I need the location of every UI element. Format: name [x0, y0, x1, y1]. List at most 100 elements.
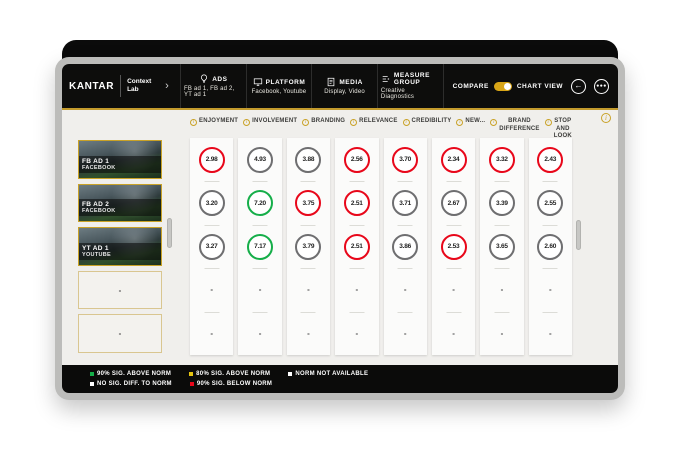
columns-scrollbar[interactable] [576, 220, 581, 250]
score-ring[interactable]: 2.51 [343, 233, 370, 260]
ad-thumbnail-yt-ad-1[interactable]: YT AD 1 YOUTUBE [78, 227, 162, 266]
empty-value: - [500, 285, 504, 295]
ad-name: FB AD 2 [82, 201, 110, 209]
score-ring[interactable]: 2.60 [537, 233, 564, 260]
metric-label: ENJOYMENT [199, 118, 239, 124]
score-ring[interactable]: 2.43 [537, 146, 564, 173]
score-ring[interactable]: 3.75 [295, 190, 322, 217]
legend-color-swatch [189, 382, 194, 386]
metric-header-relevance: i RELEVANCE [350, 118, 397, 141]
score-ring[interactable]: 3.65 [488, 233, 515, 260]
score-ring[interactable]: 7.20 [247, 190, 274, 217]
section-subtitle: Display, Video [324, 89, 365, 95]
ad-list-scrollbar[interactable] [167, 218, 172, 248]
score-ring[interactable]: 3.39 [488, 190, 515, 217]
info-icon[interactable]: i [402, 119, 410, 126]
score-ring[interactable]: 4.93 [247, 146, 274, 173]
app-window: KANTAR Context Lab › ADS FB ad 1, FB ad 2… [55, 57, 625, 400]
score-ring[interactable]: 3.32 [488, 146, 515, 173]
info-icon[interactable]: i [302, 119, 310, 126]
score-ring[interactable]: 3.70 [392, 146, 419, 173]
info-icon[interactable]: i [544, 119, 552, 126]
score-cell: 2.60 [529, 225, 572, 268]
legend-item: 90% SIG. ABOVE NORM [90, 371, 171, 377]
section-title: ADS [212, 75, 228, 83]
score-ring[interactable]: 3.27 [198, 233, 225, 260]
header-section-platform[interactable]: PLATFORM Facebook, Youtube [245, 64, 312, 108]
empty-cell: - [529, 312, 572, 355]
header-sections: ADS FB ad 1, FB ad 2, YT ad 1 PLATFORM Face… [180, 64, 443, 108]
info-icon[interactable]: i [601, 113, 611, 123]
score-ring[interactable]: 3.79 [295, 233, 322, 260]
info-icon[interactable]: i [456, 119, 464, 126]
score-ring[interactable]: 2.55 [537, 190, 564, 217]
more-options-button[interactable]: ●●● [594, 78, 609, 94]
empty-value: - [452, 285, 455, 295]
info-icon[interactable]: i [350, 119, 358, 126]
score-ring[interactable]: 3.71 [392, 190, 419, 217]
score-cell: 2.98 [190, 138, 233, 181]
chevron-right-icon[interactable]: › [165, 80, 169, 92]
empty-value: - [548, 328, 552, 338]
info-icon[interactable]: i [190, 119, 197, 126]
header-section-measure-group[interactable]: MEASURE GROUP Creative Diagnostics [376, 64, 443, 108]
ad-thumbnail-fb-ad-1[interactable]: FB AD 1 FACEBOOK [78, 140, 162, 179]
score-ring[interactable]: 2.56 [343, 146, 370, 173]
score-ring[interactable]: 2.67 [440, 190, 467, 217]
legend-bar: 90% SIG. ABOVE NORM 80% SIG. ABOVE NORM NO… [62, 365, 618, 393]
empty-cell: - [432, 312, 475, 355]
legend-color-swatch [189, 372, 194, 376]
empty-value: - [118, 285, 122, 295]
metric-label: RELEVANCE [359, 118, 398, 124]
metric-column-enjoyment: 2.98 3.20 3.27 - - [190, 138, 234, 355]
score-cell: 4.93 [238, 138, 281, 181]
ad-slot-empty[interactable]: - [78, 270, 162, 310]
metric-header-involvement: i INVOLVEMENT [243, 118, 297, 141]
metric-label: NEW... [465, 118, 486, 124]
ad-slot-empty[interactable]: - [78, 314, 162, 353]
empty-cell: - [335, 312, 378, 355]
empty-value: - [355, 328, 359, 338]
score-value: 2.60 [544, 243, 557, 251]
back-button[interactable]: ← [571, 78, 586, 94]
empty-cell: - [190, 312, 233, 355]
score-cell: 2.34 [432, 138, 475, 181]
info-icon[interactable]: i [243, 119, 251, 126]
info-icon[interactable]: i [490, 119, 498, 126]
header-right: COMPARE CHART VIEW ← ●●● [442, 64, 618, 108]
platform-icon [253, 77, 263, 87]
score-ring[interactable]: 2.53 [440, 233, 467, 260]
score-ring[interactable]: 3.20 [198, 190, 225, 217]
ad-name: YT AD 1 [82, 244, 109, 252]
empty-cell: - [432, 268, 475, 311]
metric-column-relevance: 2.56 2.51 2.51 - - [335, 138, 379, 355]
score-cell: 3.27 [190, 225, 233, 268]
score-value: 3.27 [205, 243, 218, 251]
score-value: 2.51 [350, 243, 363, 251]
compare-chartview-toggle[interactable] [493, 81, 512, 91]
header-section-media[interactable]: MEDIA Display, Video [311, 64, 377, 108]
score-ring[interactable]: 3.88 [295, 146, 322, 173]
metric-header-branding: i BRANDING [302, 118, 345, 141]
score-columns: 2.98 3.20 3.27 - - 4.93 7.20 7.17 - - 3.88 3.75 3.79… [190, 138, 572, 355]
score-value: 3.65 [496, 243, 508, 251]
empty-value: - [210, 285, 214, 295]
legend-row-1: 90% SIG. ABOVE NORM 80% SIG. ABOVE NORM NO… [90, 371, 590, 377]
score-ring[interactable]: 7.17 [247, 233, 274, 260]
score-ring[interactable]: 3.86 [392, 233, 419, 260]
score-ring[interactable]: 2.51 [343, 190, 370, 217]
score-cell: 2.43 [529, 138, 572, 181]
score-value: 2.51 [350, 199, 363, 207]
header-section-ads[interactable]: ADS FB ad 1, FB ad 2, YT ad 1 [180, 64, 246, 108]
score-ring[interactable]: 2.98 [198, 146, 225, 173]
empty-value: - [258, 285, 262, 295]
media-icon [326, 77, 336, 87]
legend-label: NORM NOT AVAILABLE [295, 371, 369, 377]
score-value: 7.20 [254, 199, 266, 207]
legend-color-swatch [288, 372, 293, 376]
score-value: 4.93 [254, 156, 266, 164]
ad-label: FB AD 2 FACEBOOK [79, 199, 161, 217]
score-ring[interactable]: 2.34 [440, 146, 467, 173]
ad-thumbnail-fb-ad-2[interactable]: FB AD 2 FACEBOOK [78, 183, 162, 223]
metric-header-credibility: i CREDIBILITY [402, 118, 452, 141]
